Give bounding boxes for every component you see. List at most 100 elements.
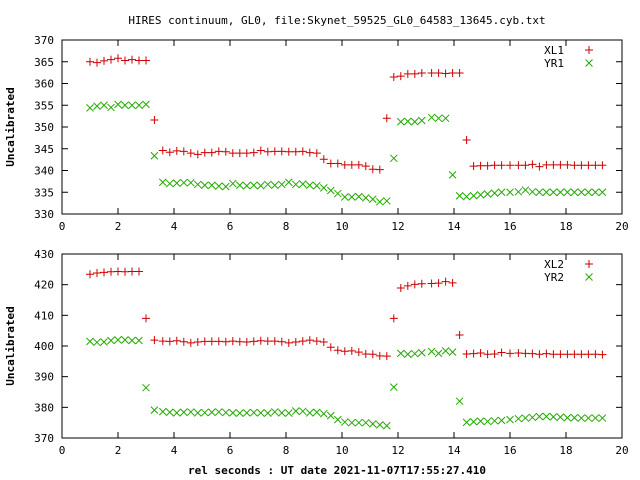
data-point	[312, 149, 321, 158]
data-point	[368, 350, 377, 359]
data-point	[476, 191, 485, 199]
data-point	[263, 337, 272, 346]
data-point	[326, 186, 335, 195]
data-point	[165, 337, 174, 346]
data-point	[107, 267, 115, 276]
data-point	[403, 69, 412, 78]
data-point	[361, 194, 370, 202]
data-point	[441, 114, 450, 123]
data-point	[86, 104, 94, 112]
data-point	[193, 408, 202, 417]
data-point	[121, 101, 129, 110]
data-point	[179, 147, 188, 156]
data-point	[591, 188, 600, 197]
data-point	[347, 193, 356, 201]
data-point	[462, 418, 471, 427]
data-point	[396, 284, 405, 293]
data-point	[128, 336, 136, 345]
data-point	[256, 408, 265, 417]
x-tick-label: 18	[559, 444, 572, 457]
data-point	[570, 413, 579, 422]
data-point	[277, 408, 286, 417]
data-point	[298, 180, 307, 188]
data-point	[417, 348, 426, 357]
data-point	[150, 116, 159, 125]
y-tick-label: 330	[34, 208, 54, 221]
data-point	[448, 278, 457, 287]
data-point	[598, 414, 607, 422]
data-point	[86, 337, 94, 346]
x-tick-label: 0	[59, 444, 66, 457]
data-point	[434, 349, 443, 358]
data-point	[368, 420, 377, 428]
data-point	[483, 417, 492, 426]
data-point	[514, 349, 523, 358]
x-tick-label: 2	[115, 444, 122, 457]
data-point	[506, 349, 514, 358]
data-point	[469, 417, 478, 426]
y-tick-label: 360	[34, 78, 54, 91]
data-point	[179, 178, 188, 187]
y-tick-label: 370	[34, 432, 54, 445]
data-point	[93, 102, 101, 110]
data-point	[207, 337, 216, 346]
data-point	[150, 336, 159, 345]
data-point	[172, 179, 181, 187]
data-point	[598, 161, 607, 170]
x-tick-label: 6	[227, 444, 234, 457]
data-point	[207, 181, 216, 190]
data-point	[584, 350, 593, 359]
data-point	[434, 69, 443, 78]
series-yr1	[86, 100, 607, 206]
x-tick-label: 10	[335, 220, 348, 233]
x-tick-label: 2	[115, 220, 122, 233]
x-tick-label: 8	[283, 444, 290, 457]
x-tick-label: 12	[391, 220, 404, 233]
data-point	[158, 178, 167, 187]
x-tick-label: 18	[559, 220, 572, 233]
y-tick-label: 400	[34, 340, 54, 353]
series-xl2	[86, 267, 607, 361]
x-tick-label: 4	[171, 444, 178, 457]
data-point	[403, 117, 412, 126]
x-tick-label: 0	[59, 220, 66, 233]
data-point	[469, 191, 478, 200]
data-point	[305, 336, 314, 345]
data-point	[221, 147, 230, 156]
data-point	[100, 56, 108, 65]
data-point	[441, 69, 450, 78]
legend-label: XL1	[544, 44, 564, 57]
data-point	[462, 192, 471, 201]
data-point	[382, 421, 391, 430]
data-point	[235, 337, 244, 346]
data-point	[396, 117, 405, 126]
data-point	[186, 178, 195, 187]
chart-title: HIRES continuum, GL0, file:Skynet_59525_…	[128, 14, 545, 27]
y-tick-label: 355	[34, 99, 54, 112]
data-point	[417, 69, 426, 78]
plot-frame	[61, 253, 623, 439]
data-point	[305, 181, 314, 190]
data-point	[277, 180, 286, 189]
series-xl1	[86, 54, 607, 174]
data-point	[165, 408, 174, 417]
y-tick-label: 340	[34, 165, 54, 178]
data-point	[542, 188, 551, 197]
data-point	[382, 352, 391, 361]
legend-marker	[585, 46, 593, 54]
data-point	[455, 330, 464, 339]
data-point	[476, 349, 485, 358]
data-point	[312, 408, 321, 417]
data-point	[570, 188, 579, 197]
data-point	[263, 180, 272, 189]
data-point	[570, 350, 579, 359]
x-tick-label: 16	[503, 444, 516, 457]
data-point	[497, 416, 506, 425]
data-point	[570, 161, 579, 170]
data-point	[427, 279, 436, 288]
data-point	[242, 181, 251, 190]
data-point	[549, 412, 558, 421]
data-point	[389, 314, 398, 323]
data-point	[319, 338, 328, 347]
data-point	[396, 72, 405, 81]
